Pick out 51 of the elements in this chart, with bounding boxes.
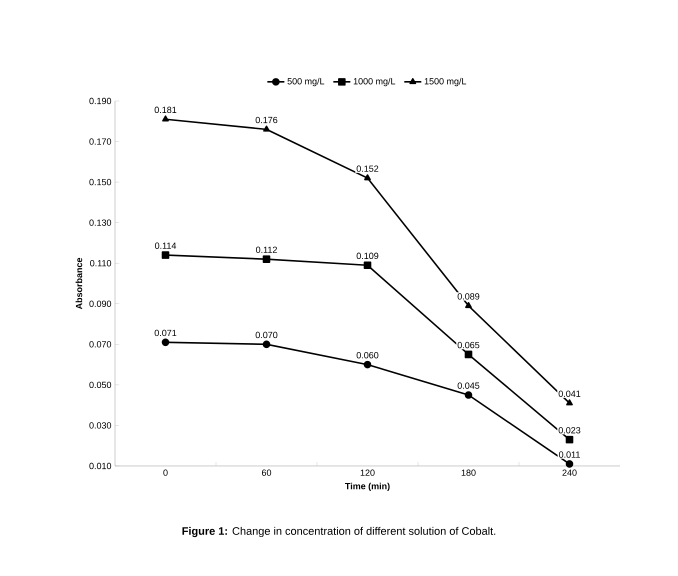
data-label: 0.065 xyxy=(458,342,480,348)
data-label: 0.152 xyxy=(356,165,378,172)
data-label: 0.060 xyxy=(356,352,378,358)
point xyxy=(364,174,371,180)
data-label: 0.045 xyxy=(458,382,480,389)
data-label: 0.114 xyxy=(154,242,176,249)
data-label: 0.070 xyxy=(256,332,278,338)
point xyxy=(464,350,472,358)
point xyxy=(566,399,573,406)
point xyxy=(262,255,270,263)
data-label: 0.181 xyxy=(154,106,176,114)
x-tick-label: 0 xyxy=(163,470,168,476)
point xyxy=(162,115,169,122)
y-tick-label: 0.030 xyxy=(89,422,112,429)
y-tick-label: 0.150 xyxy=(89,178,112,186)
point xyxy=(465,302,472,308)
data-label: 0.109 xyxy=(356,252,378,260)
point xyxy=(464,391,472,399)
y-tick-label: 0.170 xyxy=(89,138,112,145)
point xyxy=(364,261,372,270)
data-label: 0.011 xyxy=(558,451,580,458)
data-label: 0.089 xyxy=(458,293,480,300)
x-tick-label: 240 xyxy=(562,470,577,476)
data-label: 0.023 xyxy=(558,427,580,434)
data-label: 0.112 xyxy=(256,246,277,253)
y-tick-label: 0.090 xyxy=(89,300,112,307)
y-tick-label: 0.110 xyxy=(90,260,112,266)
point xyxy=(566,436,574,444)
point xyxy=(262,340,270,348)
legend-label: 1000 mg/L xyxy=(354,78,396,86)
data-label: 0.176 xyxy=(256,116,278,124)
y-tick-label: 0.050 xyxy=(89,382,112,388)
data-label: 0.041 xyxy=(558,390,580,397)
point xyxy=(162,251,170,259)
x-tick-label: 60 xyxy=(262,470,272,476)
point xyxy=(566,460,574,468)
y-tick-label: 0.070 xyxy=(89,341,112,348)
y-tick-label: 0.190 xyxy=(89,98,112,104)
x-axis-title: Time (min) xyxy=(345,482,390,492)
point xyxy=(364,360,372,368)
point xyxy=(162,338,170,346)
y-tick-label: 0.130 xyxy=(89,219,112,226)
x-tick-label: 120 xyxy=(360,470,375,476)
y-tick-label: 0.010 xyxy=(89,462,112,470)
point xyxy=(263,126,270,132)
data-label: 0.071 xyxy=(154,330,176,336)
legend-label: 1500 mg/L xyxy=(424,78,466,86)
text: Figure 1: Change in concentration of different solution of Cobalt. xyxy=(182,526,496,538)
legend-label: 500 mg/L xyxy=(288,78,324,86)
x-tick-label: 180 xyxy=(462,470,476,476)
y-axis-title: Absorbance xyxy=(76,258,82,310)
